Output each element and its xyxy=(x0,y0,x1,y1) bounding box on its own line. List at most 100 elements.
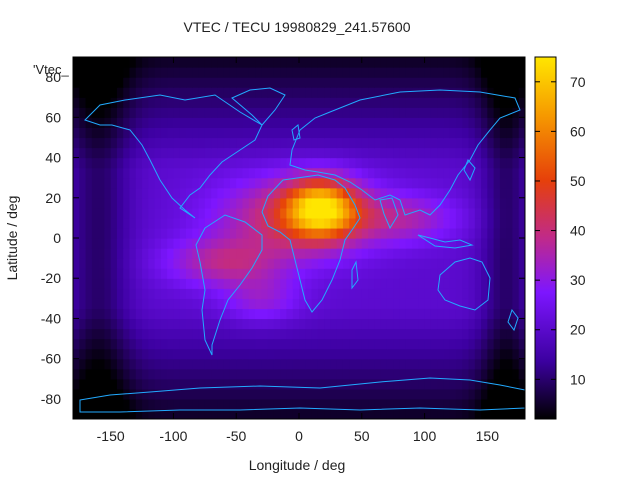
heatmap-cell xyxy=(487,67,495,78)
y-tick-label: 0 xyxy=(53,230,61,246)
heatmap-cell xyxy=(85,258,93,269)
heatmap-cell xyxy=(487,368,495,380)
heatmap-cell xyxy=(242,328,250,340)
heatmap-cell xyxy=(393,278,401,289)
heatmap-cell xyxy=(368,57,375,68)
heatmap-cell xyxy=(116,398,124,410)
heatmap-cell xyxy=(85,107,93,118)
heatmap-cell xyxy=(186,87,193,98)
heatmap-cell xyxy=(179,288,187,299)
heatmap-cell xyxy=(223,328,231,340)
heatmap-cell xyxy=(374,207,382,219)
heatmap-cell xyxy=(493,338,501,350)
heatmap-cell xyxy=(512,157,520,169)
heatmap-cell xyxy=(204,157,212,169)
heatmap-cell xyxy=(129,157,137,169)
heatmap-cell xyxy=(418,338,426,350)
heatmap-cell xyxy=(248,217,256,229)
heatmap-cell xyxy=(154,398,162,410)
heatmap-cell xyxy=(443,117,451,128)
heatmap-cell xyxy=(85,187,93,199)
heatmap-cell xyxy=(179,278,187,289)
heatmap-cell xyxy=(355,157,363,169)
heatmap-cell xyxy=(286,197,294,209)
heatmap-cell xyxy=(449,127,457,139)
heatmap-cell xyxy=(374,197,382,209)
heatmap-cell xyxy=(424,238,432,249)
heatmap-cell xyxy=(386,147,394,159)
heatmap-cell xyxy=(286,388,294,400)
heatmap-cell xyxy=(98,268,105,279)
heatmap-cell xyxy=(299,97,306,108)
heatmap-cell xyxy=(355,137,363,149)
heatmap-cell xyxy=(430,388,438,400)
heatmap-cell xyxy=(98,338,105,350)
heatmap-cell xyxy=(273,248,281,259)
heatmap-cell xyxy=(280,127,288,139)
heatmap-cell xyxy=(361,97,369,108)
heatmap-cell xyxy=(468,187,476,199)
heatmap-cell xyxy=(98,227,105,239)
heatmap-cell xyxy=(499,288,507,299)
coastline-greenland xyxy=(231,87,286,126)
heatmap-cell xyxy=(135,398,143,410)
heatmap-cell xyxy=(368,177,375,189)
heatmap-cell xyxy=(518,328,525,340)
heatmap-cell xyxy=(437,217,444,229)
heatmap-cell xyxy=(299,167,306,179)
heatmap-cell xyxy=(355,238,363,249)
heatmap-cell xyxy=(499,127,507,139)
heatmap-cell xyxy=(242,67,250,78)
heatmap-cell xyxy=(487,117,495,128)
heatmap-cell xyxy=(412,207,419,219)
heatmap-cell xyxy=(217,278,225,289)
heatmap-cell xyxy=(98,248,105,259)
heatmap-cell xyxy=(386,308,394,320)
heatmap-cell xyxy=(405,67,413,78)
heatmap-cell xyxy=(148,278,156,289)
heatmap-cell xyxy=(311,368,319,380)
heatmap-cell xyxy=(299,217,306,229)
heatmap-cell xyxy=(468,217,476,229)
heatmap-cell xyxy=(223,398,231,410)
heatmap-cell xyxy=(455,187,463,199)
heatmap-cell xyxy=(449,177,457,189)
heatmap-cell xyxy=(393,167,401,179)
heatmap-cell xyxy=(393,408,401,419)
heatmap-cell xyxy=(98,398,105,410)
heatmap-cell xyxy=(443,107,451,118)
heatmap-cell xyxy=(399,67,407,78)
heatmap-cell xyxy=(386,258,394,269)
heatmap-cell xyxy=(405,278,413,289)
heatmap-cell xyxy=(91,167,99,179)
heatmap-cell xyxy=(167,258,175,269)
heatmap-cell xyxy=(311,278,319,289)
heatmap-cell xyxy=(380,77,388,88)
heatmap-cell xyxy=(399,268,407,279)
heatmap-cell xyxy=(430,288,438,299)
heatmap-cell xyxy=(280,217,288,229)
heatmap-cell xyxy=(443,258,451,269)
heatmap-cell xyxy=(424,97,432,108)
heatmap-cell xyxy=(154,238,162,249)
heatmap-cell xyxy=(330,238,338,249)
heatmap-cell xyxy=(123,398,131,410)
heatmap-cell xyxy=(468,57,476,68)
heatmap-cell xyxy=(85,248,93,259)
heatmap-cell xyxy=(217,197,225,209)
heatmap-cell xyxy=(330,197,338,209)
heatmap-cell xyxy=(273,398,281,410)
heatmap-cell xyxy=(506,268,514,279)
heatmap-cell xyxy=(462,147,470,159)
heatmap-cell xyxy=(211,318,218,330)
heatmap-cell xyxy=(330,217,338,229)
heatmap-cell xyxy=(405,187,413,199)
heatmap-cell xyxy=(430,197,438,209)
heatmap-cell xyxy=(506,57,514,68)
heatmap-cell xyxy=(167,157,175,169)
heatmap-cell xyxy=(506,127,514,139)
heatmap-cell xyxy=(223,197,231,209)
heatmap-cell xyxy=(361,77,369,88)
heatmap-cell xyxy=(336,318,344,330)
heatmap-cell xyxy=(330,288,338,299)
